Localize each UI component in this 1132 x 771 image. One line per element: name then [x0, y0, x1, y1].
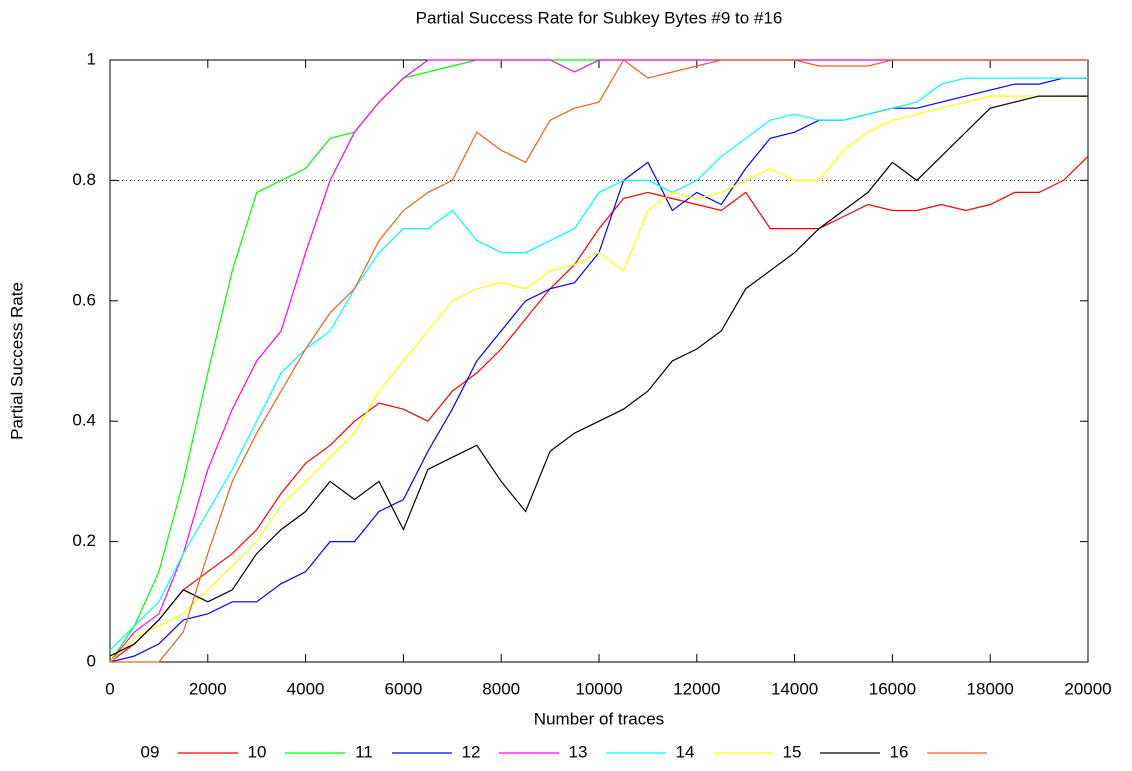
- legend-label: 12: [462, 742, 481, 761]
- y-tick-label: 0.4: [72, 411, 96, 430]
- series-line: [109, 95, 1088, 657]
- y-tick-label: 0.8: [72, 170, 96, 189]
- series-line: [109, 77, 1088, 663]
- x-tick-label: 8000: [482, 679, 520, 698]
- x-tick-label: 20000: [1064, 679, 1111, 698]
- legend-label: 13: [569, 742, 588, 761]
- series-line: [109, 59, 1088, 663]
- chart-title: Partial Success Rate for Subkey Bytes #9…: [416, 8, 783, 27]
- y-tick-label: 0: [87, 651, 96, 670]
- x-tick-label: 18000: [967, 679, 1014, 698]
- x-tick-label: 0: [105, 679, 114, 698]
- x-tick-label: 10000: [575, 679, 622, 698]
- legend-label: 14: [676, 742, 695, 761]
- legend-label: 09: [141, 742, 160, 761]
- legend-label: 10: [248, 742, 267, 761]
- legend-label: 11: [355, 742, 373, 761]
- series-line: [109, 155, 1089, 663]
- x-tick-label: 4000: [287, 679, 325, 698]
- legend-label: 15: [783, 742, 802, 761]
- y-tick-label: 0.6: [72, 290, 96, 309]
- series-line: [110, 59, 1088, 663]
- x-tick-label: 6000: [384, 679, 422, 698]
- x-axis-label: Number of traces: [534, 709, 664, 728]
- y-tick-label: 1: [87, 49, 96, 68]
- x-tick-label: 16000: [869, 679, 916, 698]
- y-axis-label: Partial Success Rate: [7, 282, 26, 440]
- legend-label: 16: [890, 742, 909, 761]
- x-tick-label: 14000: [771, 679, 818, 698]
- series-line: [109, 77, 1088, 651]
- x-tick-label: 12000: [673, 679, 720, 698]
- series-line: [109, 95, 1088, 663]
- y-tick-label: 0.2: [72, 531, 96, 550]
- x-tick-label: 2000: [189, 679, 227, 698]
